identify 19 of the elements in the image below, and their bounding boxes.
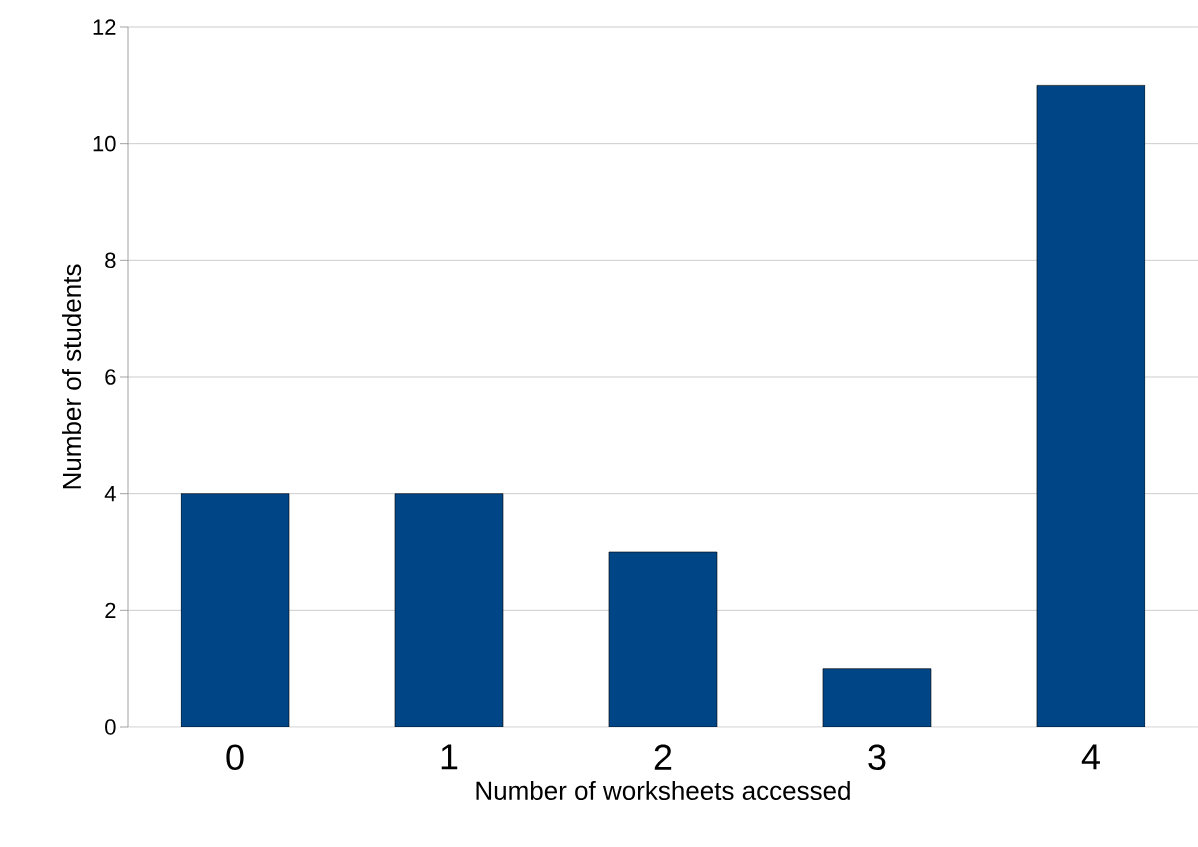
x-axis-title: Number of worksheets accessed [476,780,850,800]
y-axis-title: Number of students [62,264,82,489]
bar [608,551,718,727]
y-tick-label: 2 [105,602,116,619]
x-tick-label: 0 [226,744,244,771]
x-tick-label: 2 [654,744,672,770]
bar [1036,85,1146,727]
bar [394,493,504,727]
x-tick-label: 1 [441,744,458,770]
bar [180,493,290,727]
y-tick-label: 12 [93,19,116,35]
y-tick-label: 0 [105,719,116,735]
x-tick-label: 4 [1081,744,1100,770]
bar [822,668,932,727]
y-tick-label: 6 [105,369,116,385]
y-tick-label: 10 [93,135,116,152]
x-tick-label: 3 [868,744,886,771]
y-tick-label: 8 [105,252,116,269]
y-tick-label: 4 [104,486,116,502]
